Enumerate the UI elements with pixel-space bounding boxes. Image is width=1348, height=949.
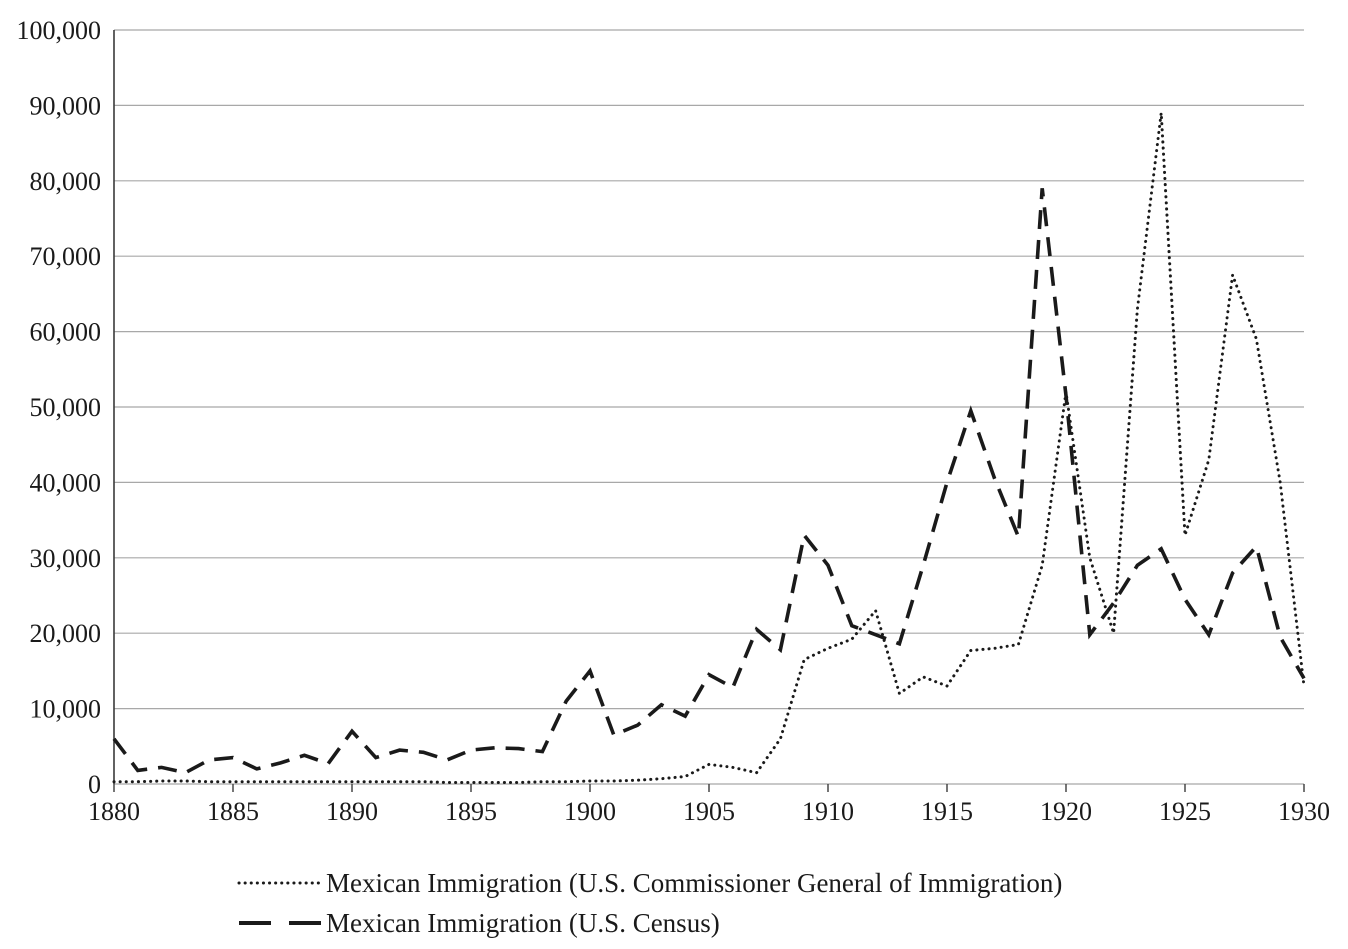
x-tick-label: 1910	[802, 797, 854, 826]
gridlines	[114, 29, 1304, 785]
legend-item-census: Mexican Immigration (U.S. Census)	[237, 904, 1062, 942]
legend-item-commissioner: Mexican Immigration (U.S. Commissioner G…	[237, 864, 1062, 902]
x-tick-label: 1885	[207, 797, 259, 826]
x-tick-label: 1915	[921, 797, 973, 826]
y-tick-label: 30,000	[30, 544, 102, 573]
chart-legend: Mexican Immigration (U.S. Commissioner G…	[237, 864, 1062, 942]
series-lines	[112, 112, 1306, 784]
line-chart-plot-area: 0 10,000 20,000 30,000 40,000 50,000 60,000 70,…	[17, 16, 1331, 826]
y-tick-label: 10,000	[30, 695, 102, 724]
y-tick-label: 50,000	[30, 393, 102, 422]
y-tick-label: 20,000	[30, 619, 102, 648]
x-tick-label: 1930	[1278, 797, 1330, 826]
x-tick-label: 1900	[564, 797, 616, 826]
x-tick-label: 1880	[88, 797, 140, 826]
x-tick-label: 1920	[1040, 797, 1092, 826]
y-tick-label: 60,000	[30, 318, 102, 347]
y-tick-label: 100,000	[17, 16, 102, 45]
legend-label-census: Mexican Immigration (U.S. Census)	[326, 907, 720, 938]
dotted-line-sample-icon	[237, 881, 323, 885]
y-tick-label: 90,000	[30, 91, 102, 120]
x-tick-label: 1905	[683, 797, 735, 826]
series-line-dashed	[112, 188, 1306, 775]
legend-label-commissioner: Mexican Immigration (U.S. Commissioner G…	[326, 867, 1063, 898]
series-line-dotted	[112, 112, 1306, 784]
dashed-line-sample-icon	[239, 921, 321, 925]
x-tick-label: 1925	[1159, 797, 1211, 826]
x-tick-label: 1895	[445, 797, 497, 826]
y-tick-label: 70,000	[30, 242, 102, 271]
x-tick-label: 1890	[326, 797, 378, 826]
y-tick-label: 80,000	[30, 167, 102, 196]
y-axis-labels: 0 10,000 20,000 30,000 40,000 50,000 60,000 70,…	[17, 16, 102, 799]
x-axis: 1880 1885 1890 1895 1900 1905 1910 1915 1920 1925…	[88, 30, 1330, 826]
y-tick-label: 40,000	[30, 468, 102, 497]
y-tick-label: 0	[88, 770, 101, 799]
